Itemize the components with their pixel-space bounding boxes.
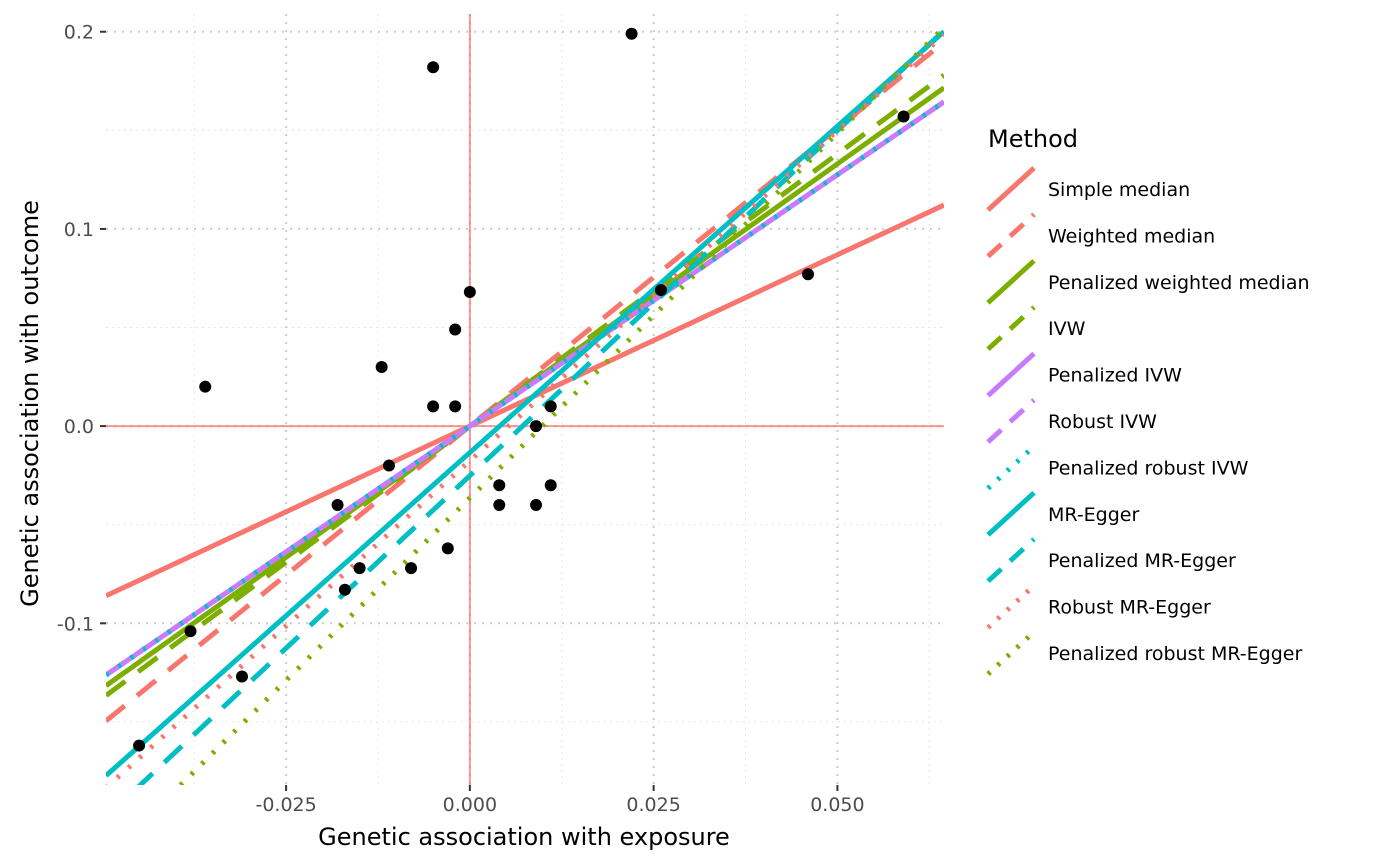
- data-point-8: [383, 459, 396, 472]
- legend-label-0: Simple median: [1048, 179, 1190, 201]
- legend-label-7: MR-Egger: [1048, 504, 1139, 526]
- data-point-3: [235, 670, 248, 683]
- y-tick-label: 0.0: [64, 416, 94, 438]
- data-point-20: [544, 400, 557, 413]
- series-line-8: [136, 28, 944, 785]
- x-axis-ticks: -0.025 0.000 0.025 0.050: [255, 785, 865, 816]
- x-axis-title: Genetic association with exposure: [318, 823, 730, 851]
- y-axis-ticks: -0.1 0.0 0.1 0.2: [57, 22, 106, 635]
- y-axis-title: Genetic association with outcome: [16, 200, 44, 607]
- data-point-14: [449, 400, 462, 413]
- legend-key-1: [986, 212, 1036, 259]
- legend-label-5: Robust IVW: [1048, 411, 1157, 433]
- data-point-23: [654, 284, 667, 297]
- legend-key-5: [986, 398, 1036, 444]
- data-point-16: [493, 479, 506, 492]
- legend-key-4: [986, 351, 1036, 398]
- y-tick-label: 0.2: [64, 22, 94, 44]
- legend-key-3: [986, 305, 1036, 352]
- data-point-0: [133, 739, 146, 752]
- data-point-7: [375, 360, 388, 373]
- y-tick-label: 0.1: [64, 219, 94, 241]
- data-point-5: [338, 583, 351, 596]
- legend-label-2: Penalized weighted median: [1048, 272, 1310, 294]
- data-point-18: [530, 420, 543, 433]
- legend-label-9: Robust MR-Egger: [1048, 597, 1211, 619]
- legend-key-2: [986, 258, 1036, 305]
- data-point-15: [463, 286, 476, 299]
- legend-title: Method: [988, 125, 1078, 153]
- data-point-9: [405, 562, 418, 575]
- y-tick-label: -0.1: [57, 613, 94, 635]
- series-line-10: [177, 25, 944, 785]
- series-line-3: [106, 73, 944, 698]
- legend-label-8: Penalized MR-Egger: [1048, 550, 1236, 572]
- legend-key-0: [986, 166, 1036, 212]
- legend-label-1: Weighted median: [1048, 225, 1215, 247]
- x-tick-label: 0.000: [443, 794, 497, 816]
- legend-label-3: IVW: [1048, 318, 1086, 340]
- legend-label-10: Penalized robust MR-Egger: [1048, 643, 1302, 665]
- x-tick-label: 0.025: [626, 794, 680, 816]
- data-points: [133, 27, 910, 752]
- data-point-22: [625, 27, 638, 40]
- data-point-1: [184, 625, 197, 638]
- legend-key-7: [986, 490, 1036, 537]
- data-point-25: [897, 110, 910, 123]
- data-point-11: [427, 400, 440, 413]
- legend: Method Simple median Weighted median Penal…: [986, 125, 1310, 676]
- legend-key-9: [986, 583, 1036, 630]
- data-point-19: [530, 498, 543, 511]
- data-point-13: [449, 323, 462, 336]
- x-tick-label: 0.050: [810, 794, 864, 816]
- legend-key-8: [986, 537, 1036, 584]
- data-point-2: [199, 380, 212, 393]
- data-point-4: [331, 498, 344, 511]
- legend-label-6: Penalized robust IVW: [1048, 457, 1249, 479]
- series-line-5: [106, 99, 944, 678]
- series-lines: [106, 25, 944, 785]
- series-line-7: [106, 29, 944, 778]
- data-point-10: [427, 61, 440, 74]
- x-tick-label: -0.025: [255, 794, 316, 816]
- legend-key-6: [986, 444, 1036, 491]
- legend-label-4: Penalized IVW: [1048, 365, 1182, 387]
- data-point-17: [493, 498, 506, 511]
- legend-items: Simple median Weighted median Penalized we…: [986, 166, 1310, 676]
- data-point-6: [353, 562, 366, 575]
- legend-key-10: [986, 630, 1036, 676]
- data-point-21: [544, 479, 557, 492]
- data-point-12: [441, 542, 454, 555]
- data-point-24: [802, 268, 815, 281]
